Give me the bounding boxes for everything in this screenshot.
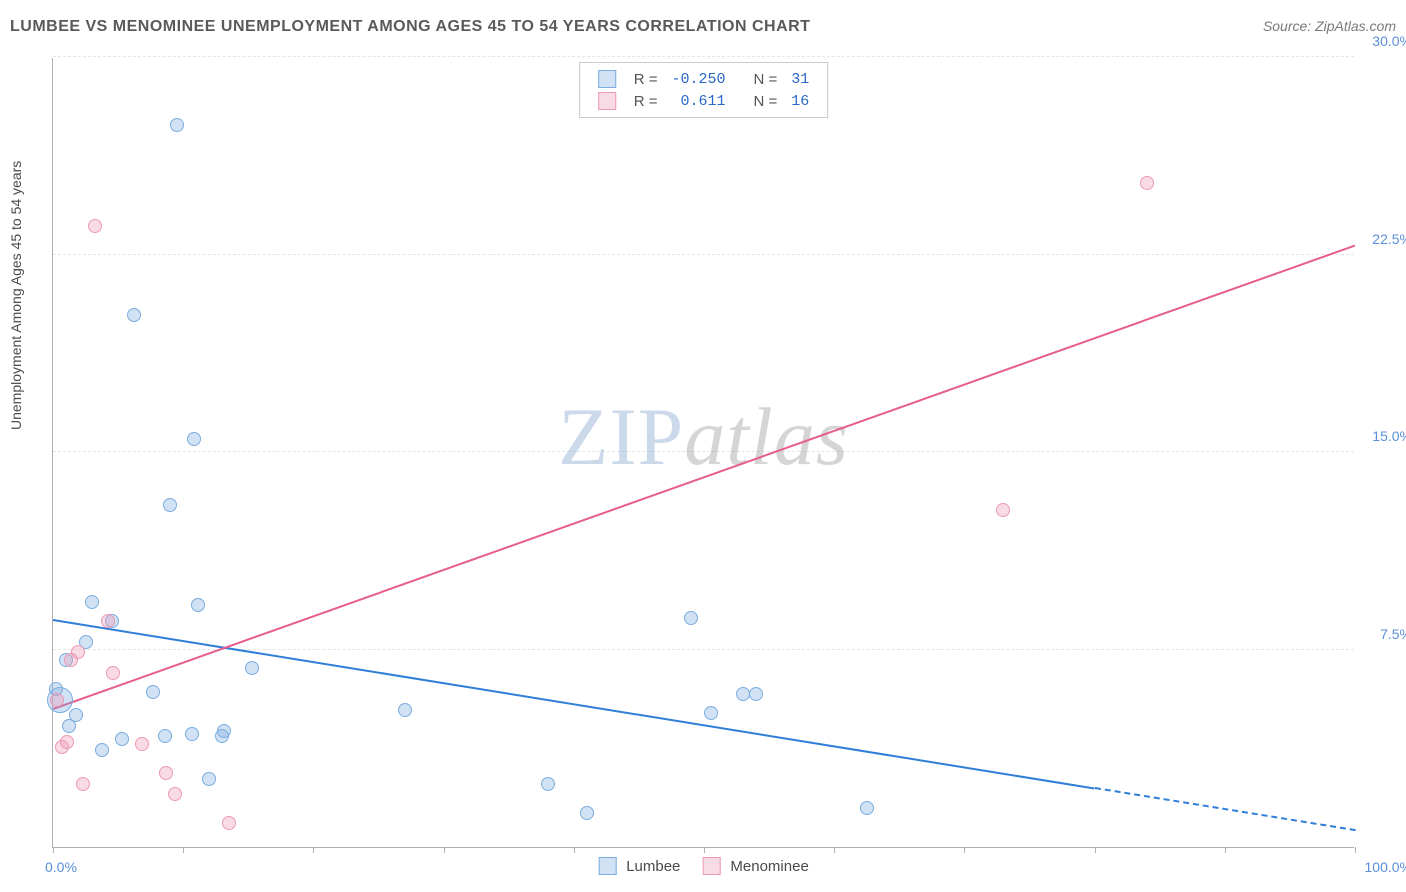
legend-swatch	[598, 70, 616, 88]
r-label: R =	[628, 69, 664, 89]
data-point	[684, 611, 698, 625]
data-point	[202, 772, 216, 786]
data-point	[580, 806, 594, 820]
x-tick	[1355, 847, 1356, 853]
y-tick-label: 7.5%	[1360, 626, 1406, 642]
series-legend: Lumbee Menominee	[598, 857, 809, 875]
data-point	[704, 706, 718, 720]
r-value: -0.250	[665, 69, 731, 89]
legend-label: Menominee	[730, 858, 808, 875]
chart-header: LUMBEE VS MENOMINEE UNEMPLOYMENT AMONG A…	[10, 18, 1396, 36]
plot-area: ZIPatlas R =-0.250N =31R =0.611N =16 Lum…	[52, 58, 1354, 848]
data-point	[1140, 176, 1154, 190]
data-point	[749, 687, 763, 701]
watermark: ZIPatlas	[558, 390, 848, 484]
x-tick	[1225, 847, 1226, 853]
data-point	[187, 432, 201, 446]
chart-source: Source: ZipAtlas.com	[1263, 18, 1396, 34]
legend-label: Lumbee	[626, 858, 680, 875]
data-point	[736, 687, 750, 701]
data-point	[996, 503, 1010, 517]
data-point	[50, 693, 64, 707]
trend-line	[1094, 787, 1355, 831]
legend-swatch	[702, 857, 720, 875]
gridline	[53, 254, 1354, 255]
data-point	[76, 777, 90, 791]
trend-line	[53, 245, 1356, 710]
data-point	[60, 735, 74, 749]
x-axis-min-label: 0.0%	[45, 859, 77, 875]
data-point	[95, 743, 109, 757]
x-tick	[964, 847, 965, 853]
data-point	[217, 724, 231, 738]
watermark-atlas: atlas	[684, 391, 848, 482]
n-value: 31	[785, 69, 815, 89]
x-tick	[574, 847, 575, 853]
data-point	[101, 614, 115, 628]
trend-line	[53, 619, 1095, 790]
n-label: N =	[748, 91, 784, 111]
data-point	[85, 595, 99, 609]
data-point	[398, 703, 412, 717]
data-point	[185, 727, 199, 741]
data-point	[88, 219, 102, 233]
data-point	[163, 498, 177, 512]
x-tick	[313, 847, 314, 853]
watermark-zip: ZIP	[558, 391, 684, 482]
data-point	[69, 708, 83, 722]
chart-title: LUMBEE VS MENOMINEE UNEMPLOYMENT AMONG A…	[10, 18, 810, 36]
legend-swatch	[598, 92, 616, 110]
data-point	[245, 661, 259, 675]
n-value: 16	[785, 91, 815, 111]
x-axis-max-label: 100.0%	[1365, 859, 1406, 875]
data-point	[170, 118, 184, 132]
x-tick	[444, 847, 445, 853]
data-point	[127, 308, 141, 322]
x-tick	[53, 847, 54, 853]
y-tick-label: 15.0%	[1360, 428, 1406, 444]
correlation-legend: R =-0.250 N =31 R =0.611 N =16	[579, 62, 829, 118]
data-point	[106, 666, 120, 680]
y-tick-label: 30.0%	[1360, 33, 1406, 49]
r-label: R =	[628, 91, 664, 111]
legend-item: Lumbee	[598, 857, 680, 875]
y-tick-label: 22.5%	[1360, 231, 1406, 247]
data-point	[159, 766, 173, 780]
data-point	[146, 685, 160, 699]
legend-row: R =-0.250 N =31	[592, 69, 816, 89]
data-point	[191, 598, 205, 612]
x-tick	[183, 847, 184, 853]
data-point	[158, 729, 172, 743]
data-point	[115, 732, 129, 746]
data-point	[71, 645, 85, 659]
gridline	[53, 56, 1354, 57]
data-point	[135, 737, 149, 751]
legend-swatch	[598, 857, 616, 875]
y-axis-label: Unemployment Among Ages 45 to 54 years	[8, 161, 24, 430]
x-tick	[704, 847, 705, 853]
n-label: N =	[748, 69, 784, 89]
x-tick	[1095, 847, 1096, 853]
data-point	[222, 816, 236, 830]
legend-row: R =0.611 N =16	[592, 91, 816, 111]
r-value: 0.611	[665, 91, 731, 111]
gridline	[53, 649, 1354, 650]
data-point	[860, 801, 874, 815]
data-point	[541, 777, 555, 791]
data-point	[168, 787, 182, 801]
x-tick	[834, 847, 835, 853]
legend-item: Menominee	[702, 857, 808, 875]
